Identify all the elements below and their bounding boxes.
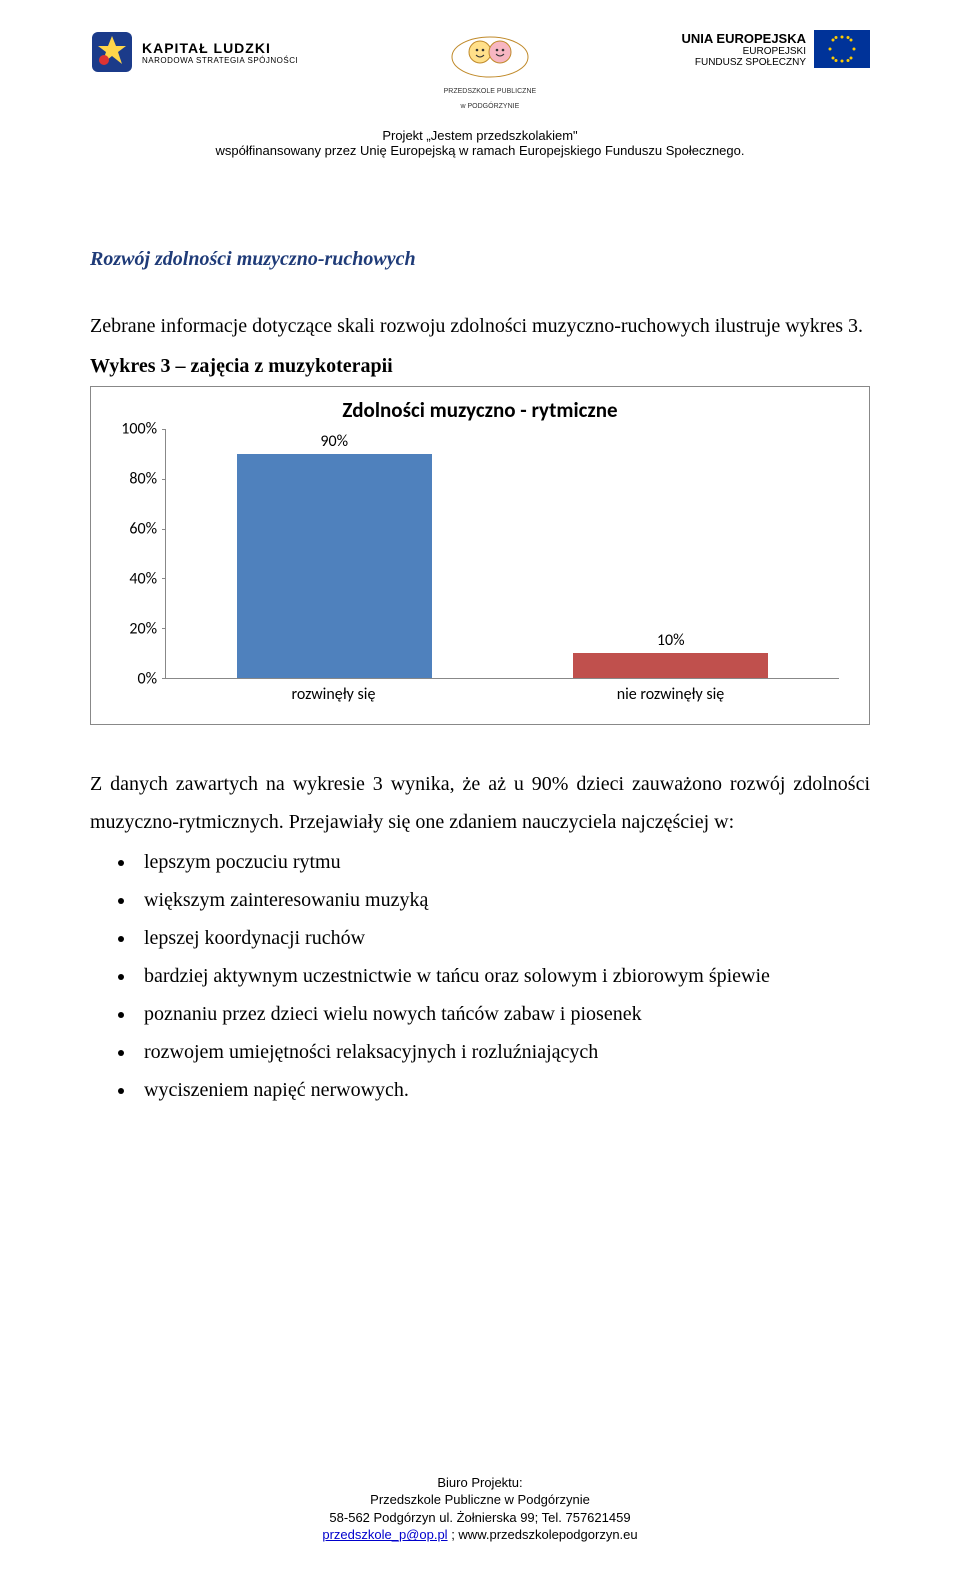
chart-y-tick: 0% xyxy=(137,670,157,689)
logo-left-title: KAPITAŁ LUDZKI xyxy=(142,40,298,56)
footer-line1: Biuro Projektu: xyxy=(437,1475,522,1490)
logo-kapital-ludzki: KAPITAŁ LUDZKI NARODOWA STRATEGIA SPÓJNO… xyxy=(90,30,298,74)
chart-y-axis: 0%20%40%60%80%100% xyxy=(111,429,161,679)
list-item: lepszej koordynacji ruchów xyxy=(136,919,870,957)
chart-x-axis: rozwinęły sięnie rozwinęły się xyxy=(165,685,839,704)
list-item: rozwojem umiejętności relaksacyjnych i r… xyxy=(136,1033,870,1071)
chart-y-tick: 20% xyxy=(129,620,157,639)
chart-y-tickmark xyxy=(162,429,166,430)
chart-bar: 90% xyxy=(237,454,432,678)
section-heading: Rozwój zdolności muzyczno-ruchowych xyxy=(90,248,870,271)
chart-container: Zdolności muzyczno - rytmiczne 0% 20% 40% 6… xyxy=(90,386,870,725)
chart-title: Zdolności muzyczno - rytmiczne xyxy=(111,397,849,423)
chart-plot: 90% 10% xyxy=(165,429,839,679)
project-line1: Projekt „Jestem przedszkolakiem" xyxy=(382,128,577,143)
chart-y-tick: 40% xyxy=(129,570,157,589)
chart-y-tickmark xyxy=(162,628,166,629)
list-item: poznaniu przez dzieci wielu nowych tańcó… xyxy=(136,995,870,1033)
list-item: bardziej aktywnym uczestnictwie w tańcu … xyxy=(136,957,870,995)
page-footer: Biuro Projektu: Przedszkole Publiczne w … xyxy=(0,1474,960,1544)
logo-center-line1: PRZEDSZKOLE PUBLICZNE xyxy=(444,88,537,95)
eu-flag-icon xyxy=(814,30,870,68)
analysis-bullet-list: lepszym poczuciu rytmuwiększym zainteres… xyxy=(136,843,870,1109)
chart-bars: 90% 10% xyxy=(166,429,839,678)
chart-x-label: nie rozwinęły się xyxy=(502,685,839,704)
logo-right-line2: EUROPEJSKI xyxy=(682,46,806,57)
footer-sep: ; xyxy=(448,1527,459,1542)
chart-bar: 10% xyxy=(573,653,768,678)
project-description: Projekt „Jestem przedszkolakiem" współfi… xyxy=(90,128,870,158)
list-item: większym zainteresowaniu muzyką xyxy=(136,881,870,919)
project-line2: współfinansowany przez Unię Europejską w… xyxy=(216,143,745,158)
intro-paragraph: Zebrane informacje dotyczące skali rozwo… xyxy=(90,307,870,345)
chart-y-tickmark xyxy=(162,479,166,480)
footer-email: przedszkole_p@op.pl xyxy=(322,1527,447,1542)
list-item: lepszym poczuciu rytmu xyxy=(136,843,870,881)
chart-y-tickmark xyxy=(162,678,166,679)
chart-y-tick: 80% xyxy=(129,470,157,489)
przedszkole-icon xyxy=(445,30,535,80)
logo-przedszkole: PRZEDSZKOLE PUBLICZNE w PODGÓRZYNIE xyxy=(444,30,537,110)
logo-center-line2: w PODGÓRZYNIE xyxy=(461,103,520,110)
analysis-lead: Z danych zawartych na wykresie 3 wynika,… xyxy=(90,765,870,841)
list-item: wyciszeniem napięć nerwowych. xyxy=(136,1071,870,1109)
chart-y-tick: 100% xyxy=(121,420,157,439)
figure-caption: Wykres 3 – zajęcia z muzykoterapii xyxy=(90,355,870,378)
chart-bar-slot: 90% xyxy=(166,429,503,678)
logo-right-line3: FUNDUSZ SPOŁECZNY xyxy=(682,57,806,68)
chart-bar-slot: 10% xyxy=(503,429,840,678)
chart-y-tickmark xyxy=(162,578,166,579)
chart-plot-area: 0%20%40%60%80%100% 90%10% xyxy=(165,429,839,679)
logo-right-title: UNIA EUROPEJSKA xyxy=(682,31,806,46)
footer-line3: 58-562 Podgórzyn ul. Żołnierska 99; Tel.… xyxy=(329,1510,630,1525)
chart-bar-value-label: 90% xyxy=(320,432,348,451)
chart-bar-value-label: 10% xyxy=(657,631,685,650)
kapital-ludzki-icon xyxy=(90,30,134,74)
chart-x-label: rozwinęły się xyxy=(165,685,502,704)
footer-line2: Przedszkole Publiczne w Podgórzynie xyxy=(370,1492,590,1507)
logo-left-subtitle: NARODOWA STRATEGIA SPÓJNOŚCI xyxy=(142,56,298,65)
chart-y-tick: 60% xyxy=(129,520,157,539)
header-logos: KAPITAŁ LUDZKI NARODOWA STRATEGIA SPÓJNO… xyxy=(90,30,870,110)
footer-url: www.przedszkolepodgorzyn.eu xyxy=(458,1527,637,1542)
chart-y-tickmark xyxy=(162,529,166,530)
logo-unia-europejska: UNIA EUROPEJSKA EUROPEJSKI FUNDUSZ SPOŁE… xyxy=(682,30,870,68)
